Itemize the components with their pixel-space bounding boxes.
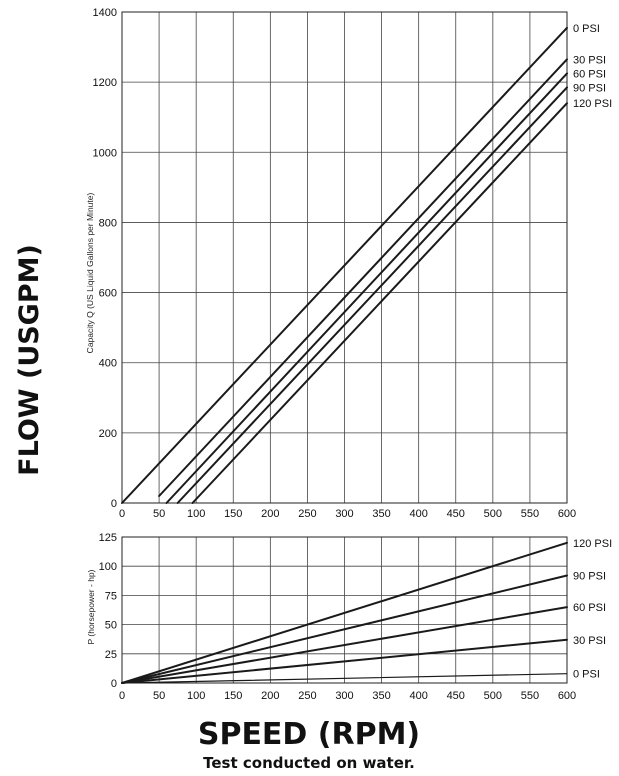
flow-series-line-60-psi: [165, 72, 568, 504]
flow-series-label-90-psi: 90 PSI: [573, 82, 606, 94]
flow-x-tick-200: 200: [261, 508, 279, 520]
power-x-tick-150: 150: [224, 690, 242, 702]
flow-y-tick-200: 200: [99, 428, 117, 440]
flow-y-tick-labels: 0 200 400 600 800 1000 1200 1400: [93, 7, 117, 510]
power-x-tick-labels: 0 50 100 150 200 250 300 350 400 450 500 550 600: [119, 690, 576, 702]
flow-y-tick-1200: 1200: [93, 77, 117, 89]
power-x-tick-500: 500: [484, 690, 502, 702]
flow-x-tick-500: 500: [484, 508, 502, 520]
power-y-tick-125: 125: [99, 532, 117, 544]
power-x-tick-450: 450: [447, 690, 465, 702]
power-x-tick-100: 100: [187, 690, 205, 702]
power-x-tick-250: 250: [298, 690, 316, 702]
flow-y-tick-400: 400: [99, 358, 117, 370]
power-plot-frame: [121, 536, 568, 684]
flow-x-tick-450: 450: [447, 508, 465, 520]
speed-big-label: SPEED (RPM): [198, 717, 420, 752]
flow-series-line-90-psi: [176, 86, 568, 504]
power-series-label-60-psi: 60 PSI: [573, 602, 606, 614]
power-axis-ylabel: P (horsepower - hp): [86, 569, 96, 644]
flow-y-tick-1000: 1000: [93, 147, 117, 159]
power-series-label-120-psi: 120 PSI: [573, 538, 612, 550]
flow-x-tick-250: 250: [298, 508, 316, 520]
power-x-tick-50: 50: [153, 690, 165, 702]
flow-x-tick-0: 0: [119, 508, 125, 520]
flow-series-line-30-psi: [158, 58, 568, 497]
power-y-tick-50: 50: [105, 620, 117, 632]
flow-series-label-120-psi: 120 PSI: [573, 98, 612, 110]
flow-x-tick-50: 50: [153, 508, 165, 520]
flow-x-tick-550: 550: [521, 508, 539, 520]
power-x-tick-0: 0: [119, 690, 125, 702]
flow-axis-ylabel: Capacity Q (US Liquid Gallons per Minute…: [85, 193, 95, 354]
power-series-label-30-psi: 30 PSI: [573, 635, 606, 647]
power-series-lines: [121, 541, 568, 684]
power-series-label-0-psi: 0 PSI: [573, 669, 600, 681]
flow-series-label-60-psi: 60 PSI: [573, 68, 606, 80]
flow-x-tick-400: 400: [409, 508, 427, 520]
power-x-tick-550: 550: [521, 690, 539, 702]
flow-series-label-0-psi: 0 PSI: [573, 23, 600, 35]
power-series-line-60-psi: [121, 606, 568, 684]
flow-series-label-30-psi: 30 PSI: [573, 54, 606, 66]
power-series-labels: 120 PSI 90 PSI 60 PSI 30 PSI 0 PSI: [573, 538, 612, 681]
power-y-tick-25: 25: [105, 649, 117, 661]
power-series-label-90-psi: 90 PSI: [573, 571, 606, 583]
power-y-tick-labels: 0 25 50 75 100 125: [99, 532, 117, 690]
power-x-tick-350: 350: [372, 690, 390, 702]
flow-x-tick-labels: 0 50 100 150 200 250 300 350 400 450 500 550 600: [119, 508, 576, 520]
flow-x-tick-300: 300: [335, 508, 353, 520]
power-x-tick-400: 400: [409, 690, 427, 702]
power-x-tick-300: 300: [335, 690, 353, 702]
power-y-tick-100: 100: [99, 561, 117, 573]
flow-series-line-0-psi: [121, 26, 568, 504]
power-series-line-120-psi: [121, 541, 568, 684]
flow-x-tick-350: 350: [372, 508, 390, 520]
power-series-line-0-psi: [121, 673, 568, 684]
flow-big-label: FLOW (USGPM): [14, 244, 45, 476]
test-note: Test conducted on water.: [203, 754, 415, 772]
flow-x-tick-150: 150: [224, 508, 242, 520]
flow-series-labels: 0 PSI 30 PSI 60 PSI 90 PSI 120 PSI: [573, 23, 612, 110]
flow-grid: [121, 11, 568, 504]
flow-plot-frame: [121, 11, 568, 504]
flow-y-tick-1400: 1400: [93, 7, 117, 19]
power-y-tick-75: 75: [105, 590, 117, 602]
power-chart: 0 50 100 150 200 250 300 350 400 450 500 550 600 0 25…: [86, 532, 612, 702]
flow-series-line-120-psi: [191, 102, 568, 504]
flow-x-tick-600: 600: [558, 508, 576, 520]
flow-chart: 0 50 100 150 200 250 300 350 400 450 500 550 600 0 20…: [85, 7, 612, 520]
flow-y-tick-800: 800: [99, 217, 117, 229]
flow-x-tick-100: 100: [187, 508, 205, 520]
flow-y-tick-600: 600: [99, 288, 117, 300]
power-x-tick-200: 200: [261, 690, 279, 702]
flow-y-tick-0: 0: [111, 498, 117, 510]
power-series-line-90-psi: [121, 574, 568, 684]
flow-series-lines: [121, 26, 568, 504]
power-y-tick-0: 0: [111, 678, 117, 690]
power-series-line-30-psi: [121, 638, 568, 684]
power-x-tick-600: 600: [558, 690, 576, 702]
